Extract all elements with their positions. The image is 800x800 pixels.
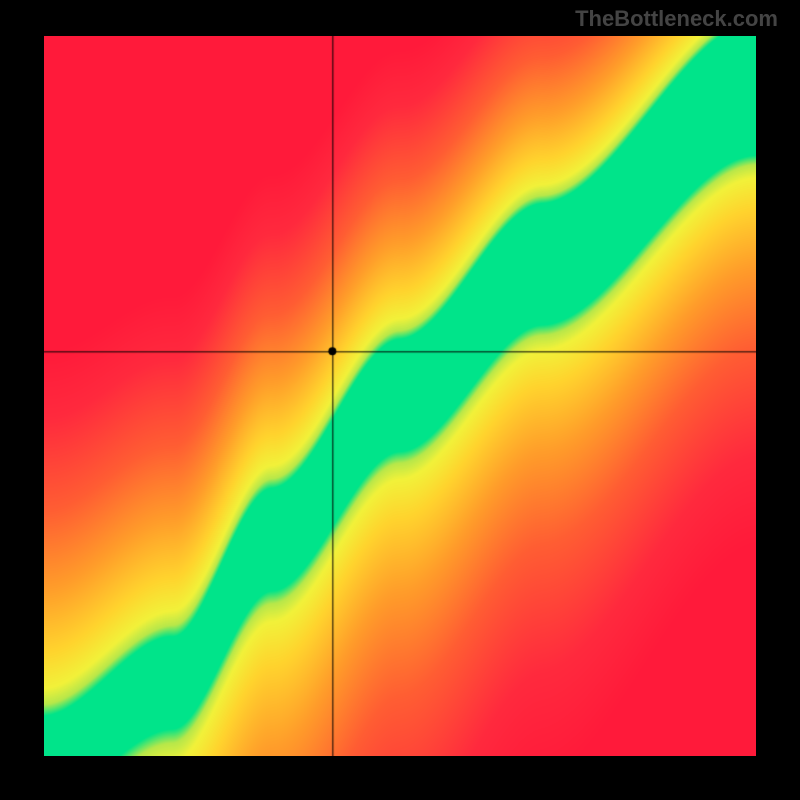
heatmap-canvas	[44, 36, 756, 756]
watermark-text: TheBottleneck.com	[575, 6, 778, 32]
heatmap-plot	[44, 36, 756, 756]
